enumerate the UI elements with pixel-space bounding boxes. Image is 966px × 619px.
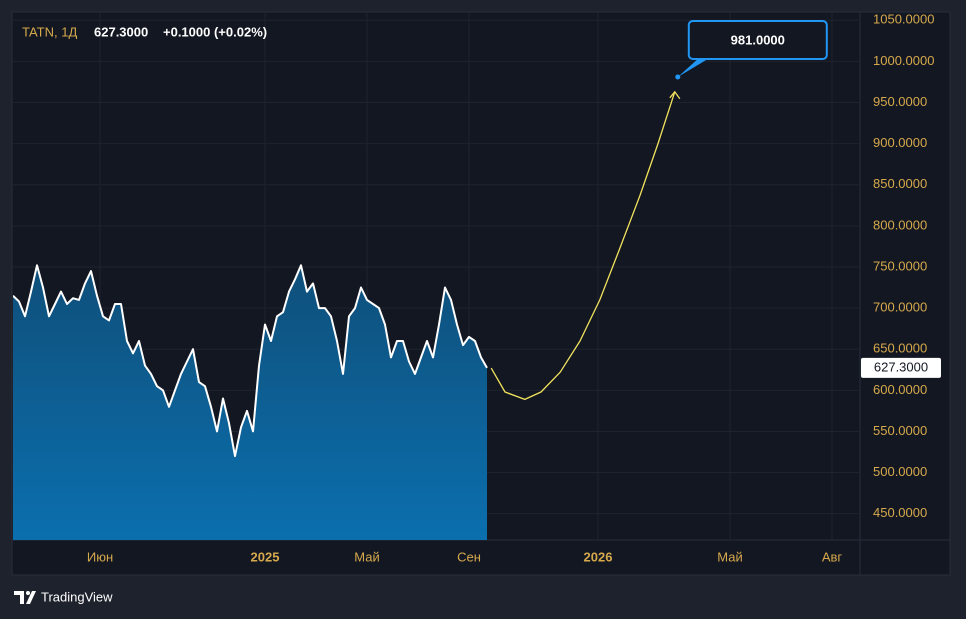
last-price: 627.3000 bbox=[94, 24, 148, 39]
x-tick-label: 2026 bbox=[584, 549, 613, 564]
last-price-label: 627.3000 bbox=[874, 359, 928, 374]
x-tick-label: Май bbox=[717, 549, 742, 564]
y-tick-label: 800.0000 bbox=[873, 217, 927, 232]
symbol: TATN, 1Д bbox=[22, 24, 77, 39]
x-tick-label: Июн bbox=[87, 549, 113, 564]
plot bbox=[13, 91, 676, 540]
arrow-head bbox=[669, 90, 681, 100]
y-tick-label: 950.0000 bbox=[873, 94, 927, 109]
grid bbox=[13, 12, 860, 540]
y-tick-label: 700.0000 bbox=[873, 300, 927, 315]
y-tick-label: 500.0000 bbox=[873, 464, 927, 479]
x-tick-label: Авг bbox=[822, 549, 843, 564]
y-tick-label: 650.0000 bbox=[873, 341, 927, 356]
callout-pointer bbox=[677, 58, 708, 77]
y-tick-label: 1050.0000 bbox=[873, 12, 934, 27]
last-price-tag bbox=[861, 357, 941, 378]
y-tick-label: 600.0000 bbox=[873, 382, 927, 397]
logo-dot bbox=[26, 591, 30, 595]
logo: TradingView bbox=[14, 589, 113, 604]
y-tick-label: 750.0000 bbox=[873, 258, 927, 273]
x-tick-label: Май bbox=[354, 549, 379, 564]
y-tick-label: 850.0000 bbox=[873, 176, 927, 191]
y-tick-label: 1000.0000 bbox=[873, 53, 934, 68]
callout-label: 981.0000 bbox=[731, 32, 785, 47]
y-tick-label: 550.0000 bbox=[873, 423, 927, 438]
price-change: +0.1000 (+0.02%) bbox=[163, 24, 267, 39]
x-tick-label: 2025 bbox=[251, 549, 280, 564]
area-fill bbox=[13, 265, 487, 540]
logo-icon bbox=[14, 591, 36, 604]
overlay: 450.0000 500.0000 550.0000 600.0000 650.0000… bbox=[87, 12, 941, 564]
x-tick-label: Сен bbox=[457, 549, 481, 564]
price-line bbox=[13, 264, 488, 458]
callout-box bbox=[687, 19, 828, 60]
brand: TradingView bbox=[41, 589, 113, 604]
y-tick-label: 900.0000 bbox=[873, 135, 927, 150]
y-tick-label: 450.0000 bbox=[873, 505, 927, 520]
projection-line bbox=[490, 91, 676, 401]
